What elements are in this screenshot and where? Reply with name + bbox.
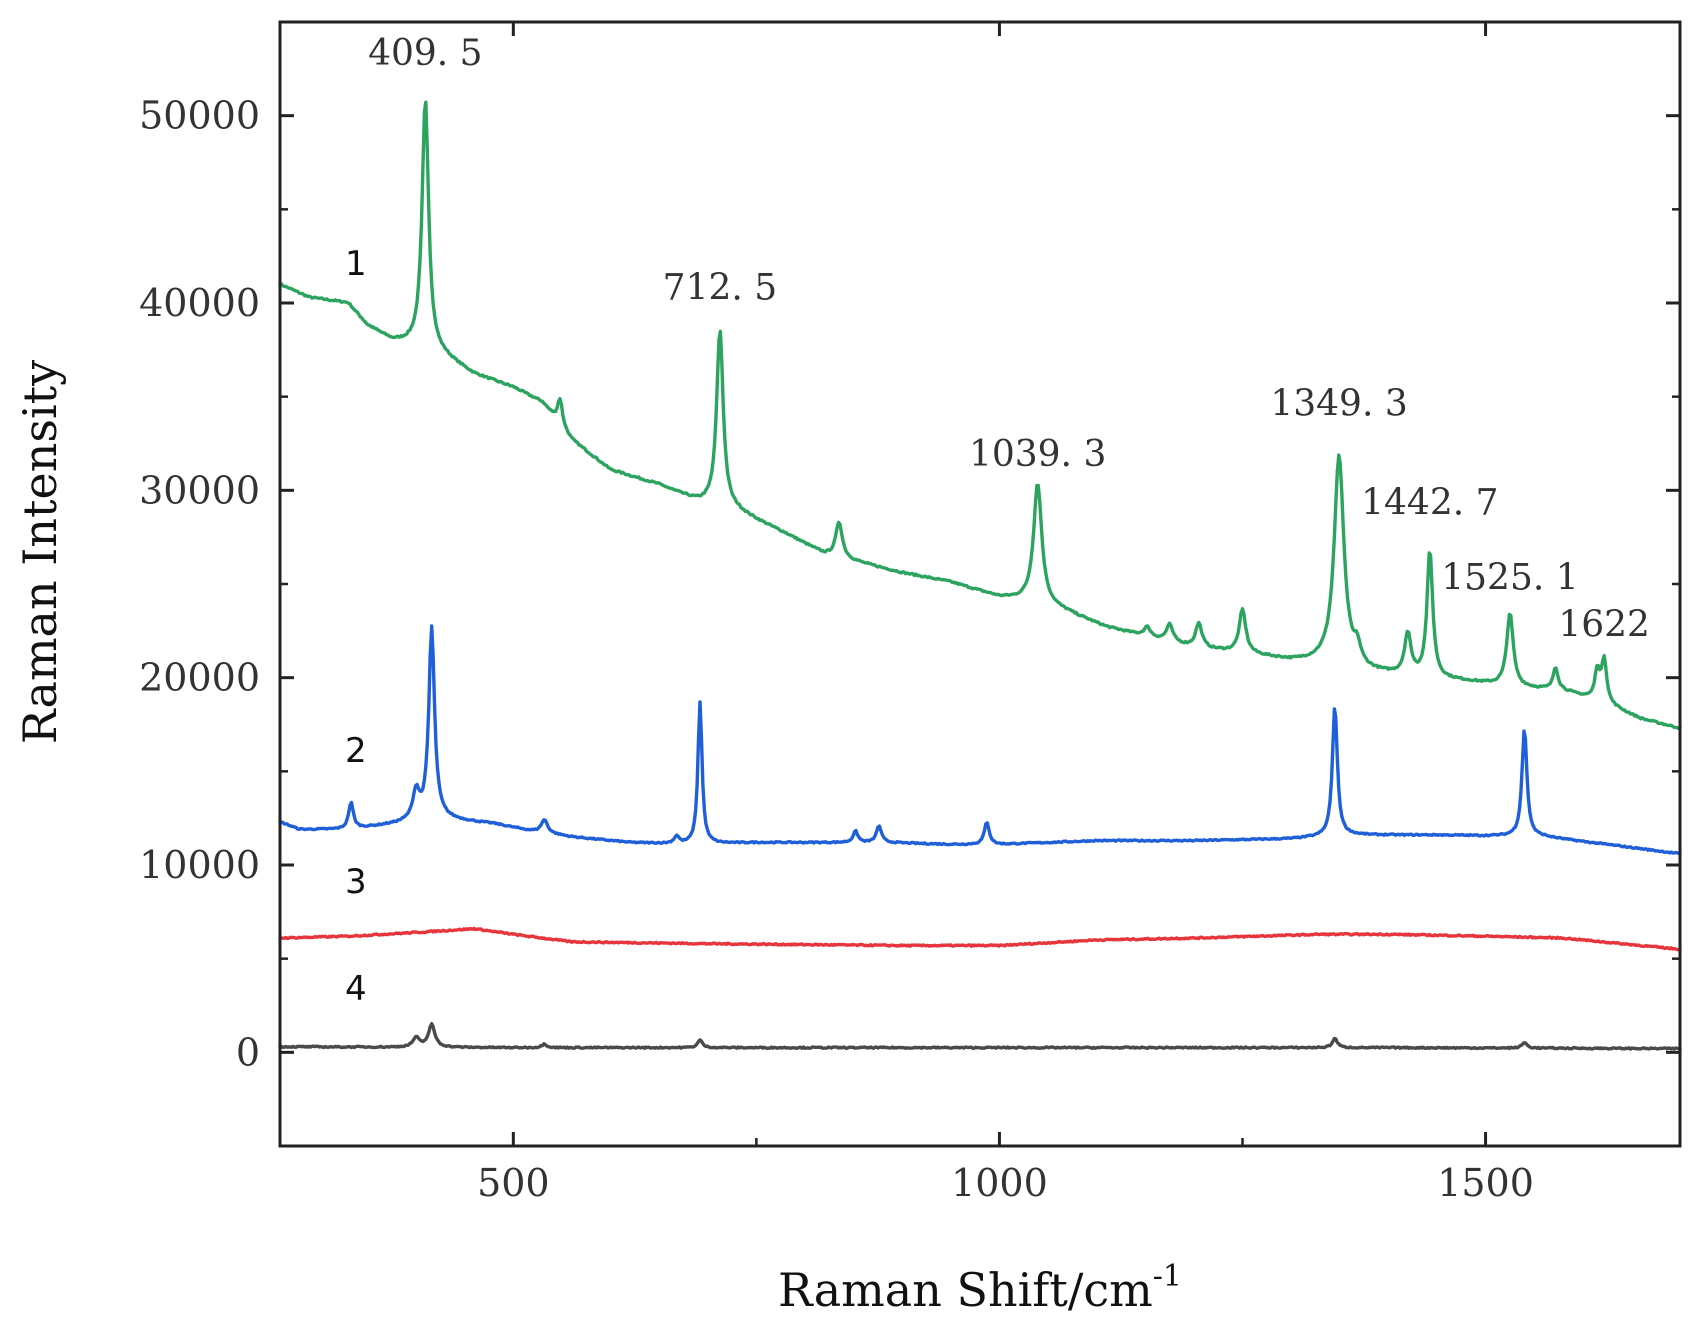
series-line-2 [278, 624, 1682, 855]
axes-layer: 500 1000 1500 0 10000 20000 30000 40000 50000 [139, 20, 1682, 1205]
series-line-1 [278, 100, 1682, 731]
y-tick-label: 30000 [139, 468, 260, 512]
y-tick-label: 10000 [139, 843, 260, 887]
peak-label-7125: 712. 5 [663, 267, 778, 308]
series-line-4 [278, 1022, 1682, 1051]
x-axis-label-superscript: -1 [1153, 1259, 1182, 1294]
x-axis-label: Raman Shift/cm-1 [778, 1259, 1182, 1317]
y-tick-label: 20000 [139, 656, 260, 700]
y-tick-label: 0 [236, 1030, 260, 1074]
curve-label-2: 2 [345, 731, 367, 771]
x-tick-label: 500 [477, 1161, 550, 1205]
x-tick-label: 1000 [951, 1161, 1048, 1205]
curve-label-3: 3 [345, 862, 367, 902]
peak-label-15251: 1525. 1 [1441, 558, 1578, 599]
peak-label-10393: 1039. 3 [969, 434, 1106, 475]
series-line-3 [278, 926, 1682, 952]
y-axis-label: Raman Intensity [13, 360, 67, 744]
peak-label-14427: 1442. 7 [1361, 483, 1498, 524]
curve-label-1: 1 [345, 244, 367, 284]
peak-label-13493: 1349. 3 [1270, 383, 1407, 424]
peak-label-4095: 409. 5 [368, 33, 483, 74]
x-axis-label-main: Raman Shift/cm [778, 1263, 1153, 1317]
curve-label-4: 4 [345, 969, 367, 1009]
label-layer: 1 2 3 4 409. 5 712. 5 1039. 3 1349. 3 1442. 7 152… [345, 33, 1650, 1009]
x-tick-label: 1500 [1437, 1161, 1534, 1205]
y-tick-label: 50000 [139, 94, 260, 138]
series-layer [278, 100, 1682, 1051]
y-tick-label: 40000 [139, 281, 260, 325]
peak-label-1622: 1622 [1558, 604, 1650, 645]
